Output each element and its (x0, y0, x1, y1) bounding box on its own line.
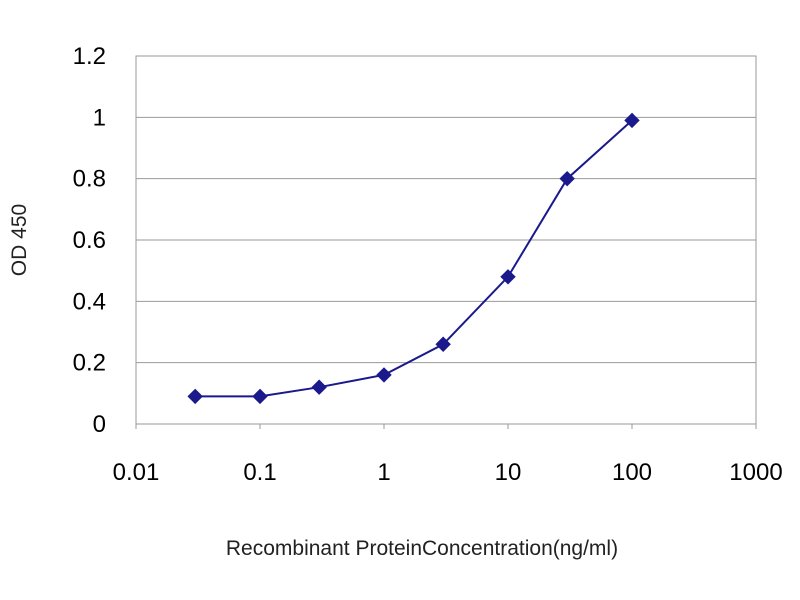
data-point (187, 388, 203, 405)
data-point (376, 367, 392, 383)
data-point (559, 170, 575, 187)
x-tick-label: 100 (612, 459, 652, 486)
data-point (311, 379, 327, 395)
y-tick-label: 0.2 (73, 350, 106, 377)
data-point (500, 269, 516, 285)
y-tick-label: 0 (93, 411, 106, 438)
y-tick-label: 0.4 (73, 288, 106, 315)
x-tick-label: 0.1 (243, 459, 276, 486)
x-tick-labels: 0.01 0.1 1 10 100 1000 (113, 424, 783, 486)
x-tick-label: 1 (377, 459, 390, 486)
data-point (252, 388, 268, 405)
series-group (187, 112, 640, 405)
y-tick-label: 0.6 (73, 227, 106, 254)
x-tick-label: 0.01 (113, 459, 160, 486)
y-tick-labels: 0 0.2 0.4 0.6 0.8 1 1.2 (73, 43, 106, 438)
y-tick-label: 1.2 (73, 43, 106, 70)
x-tick-label: 1000 (729, 459, 782, 486)
y-tick-label: 0.8 (73, 166, 106, 193)
data-point (435, 336, 451, 352)
x-tick-label: 10 (495, 459, 522, 486)
series-line (195, 119, 633, 398)
x-axis-title: Recombinant ProteinConcentration(ng/ml) (226, 537, 618, 560)
y-tick-label: 1 (93, 104, 106, 131)
y-axis-title: OD 450 (8, 204, 31, 276)
gridlines (136, 116, 756, 364)
data-point (624, 112, 640, 129)
